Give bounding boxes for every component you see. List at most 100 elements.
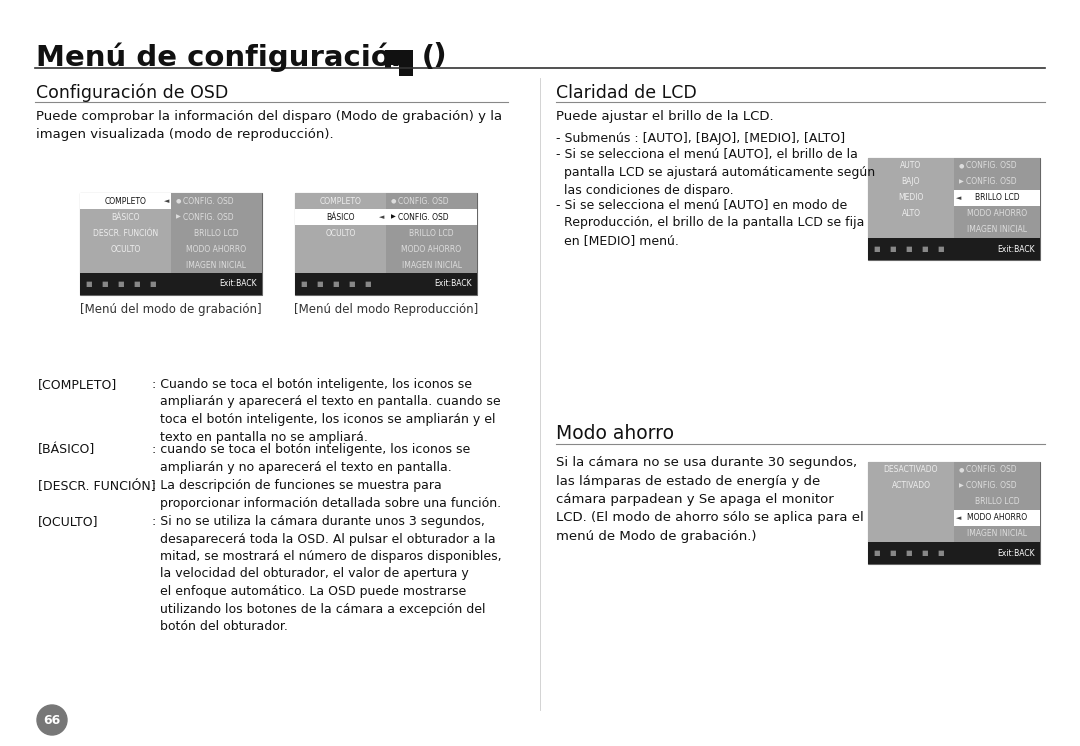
Bar: [868, 542, 1040, 564]
Bar: [868, 462, 954, 542]
Bar: [171, 193, 262, 209]
Bar: [954, 462, 1040, 542]
Text: ■: ■: [873, 550, 879, 556]
Bar: [171, 257, 262, 273]
Bar: [80, 193, 171, 209]
Bar: [954, 478, 1040, 494]
Text: COMPLETO: COMPLETO: [105, 196, 147, 205]
Text: ■: ■: [937, 246, 944, 252]
Text: ●: ●: [391, 198, 396, 204]
Bar: [295, 257, 386, 273]
Bar: [171, 193, 262, 273]
Text: COMPLETO: COMPLETO: [320, 196, 362, 205]
Bar: [386, 193, 477, 273]
Bar: [386, 241, 477, 257]
Text: IMAGEN INICIAL: IMAGEN INICIAL: [402, 260, 461, 269]
Circle shape: [37, 705, 67, 735]
Bar: [386, 257, 477, 273]
Text: CONFIG. OSD: CONFIG. OSD: [966, 466, 1016, 474]
Bar: [954, 190, 1040, 206]
Text: ■: ■: [364, 281, 370, 287]
Text: CONFIG. OSD: CONFIG. OSD: [183, 213, 233, 222]
Bar: [384, 50, 413, 68]
Bar: [954, 158, 1040, 174]
Text: ■: ■: [332, 281, 339, 287]
Bar: [954, 158, 1040, 238]
Text: Menú de configuración (: Menú de configuración (: [36, 42, 456, 72]
Text: ■: ■: [905, 550, 912, 556]
Bar: [868, 462, 1040, 564]
Text: ◄: ◄: [379, 214, 384, 220]
Bar: [954, 510, 1040, 526]
Bar: [868, 174, 954, 190]
Bar: [295, 209, 386, 225]
Text: MODO AHORRO: MODO AHORRO: [967, 513, 1027, 522]
Bar: [80, 257, 171, 273]
Text: IMAGEN INICIAL: IMAGEN INICIAL: [187, 260, 246, 269]
Text: : La descripción de funciones se muestra para
  proporcionar información detalla: : La descripción de funciones se muestra…: [152, 479, 501, 510]
Text: ■: ■: [921, 550, 928, 556]
Text: OCULTO: OCULTO: [325, 228, 355, 237]
Text: ■: ■: [149, 281, 156, 287]
Text: ▶: ▶: [959, 483, 963, 489]
Text: CONFIG. OSD: CONFIG. OSD: [399, 213, 448, 222]
Text: BÁSICO: BÁSICO: [326, 213, 354, 222]
Text: ▶: ▶: [959, 180, 963, 184]
Text: : cuando se toca el botón inteligente, los iconos se
  ampliarán y no aparecerá : : cuando se toca el botón inteligente, l…: [152, 443, 470, 474]
Text: Si la cámara no se usa durante 30 segundos,
las lámparas de estado de energía y : Si la cámara no se usa durante 30 segund…: [556, 456, 864, 543]
Bar: [405, 66, 411, 71]
Text: OCULTO: OCULTO: [110, 245, 140, 254]
Text: ACTIVADO: ACTIVADO: [891, 481, 931, 491]
Text: Claridad de LCD: Claridad de LCD: [556, 84, 697, 102]
Bar: [868, 222, 954, 238]
Bar: [868, 206, 954, 222]
Bar: [80, 193, 262, 295]
Text: ■: ■: [348, 281, 354, 287]
Bar: [80, 241, 171, 257]
Text: 66: 66: [43, 713, 60, 727]
Bar: [391, 65, 399, 73]
Bar: [171, 209, 262, 225]
Text: ◄: ◄: [956, 515, 961, 521]
Bar: [386, 225, 477, 241]
Text: [Menú del modo de grabación]: [Menú del modo de grabación]: [80, 303, 261, 316]
Text: ■: ■: [117, 281, 123, 287]
Text: CONFIG. OSD: CONFIG. OSD: [966, 161, 1016, 171]
Bar: [954, 174, 1040, 190]
Text: Exit:BACK: Exit:BACK: [997, 245, 1035, 254]
Text: Configuración de OSD: Configuración de OSD: [36, 84, 228, 102]
Bar: [386, 209, 477, 225]
Text: - Submenús : [AUTO], [BAJO], [MEDIO], [ALTO]: - Submenús : [AUTO], [BAJO], [MEDIO], [A…: [556, 132, 846, 145]
Bar: [295, 193, 386, 209]
Bar: [954, 222, 1040, 238]
Text: ●: ●: [959, 163, 964, 169]
Text: Puede ajustar el brillo de la LCD.: Puede ajustar el brillo de la LCD.: [556, 110, 773, 123]
Text: ■: ■: [873, 246, 879, 252]
Bar: [80, 225, 171, 241]
Bar: [386, 193, 477, 209]
Bar: [171, 241, 262, 257]
Text: BRILLO LCD: BRILLO LCD: [409, 228, 454, 237]
Text: ●: ●: [176, 198, 181, 204]
Text: ■: ■: [85, 281, 92, 287]
Bar: [954, 206, 1040, 222]
Bar: [295, 225, 386, 241]
Bar: [868, 158, 1040, 260]
Text: ▶: ▶: [391, 215, 395, 219]
Bar: [868, 238, 1040, 260]
Text: BRILLO LCD: BRILLO LCD: [974, 193, 1020, 202]
Text: ■: ■: [905, 246, 912, 252]
Text: CONFIG. OSD: CONFIG. OSD: [399, 196, 448, 205]
Bar: [399, 66, 413, 76]
Text: : Cuando se toca el botón inteligente, los iconos se
  ampliarán y aparecerá el : : Cuando se toca el botón inteligente, l…: [152, 378, 501, 444]
Bar: [868, 494, 954, 510]
Bar: [80, 273, 262, 295]
Text: ALTO: ALTO: [902, 210, 920, 219]
Text: ■: ■: [102, 281, 108, 287]
Text: ■: ■: [937, 550, 944, 556]
Bar: [80, 209, 171, 225]
Text: BRILLO LCD: BRILLO LCD: [974, 498, 1020, 507]
Bar: [868, 510, 954, 526]
Text: [BÁSICO]: [BÁSICO]: [38, 443, 95, 456]
Text: : Si no se utiliza la cámara durante unos 3 segundos,
  desaparecerá toda la OSD: : Si no se utiliza la cámara durante uno…: [152, 515, 501, 633]
